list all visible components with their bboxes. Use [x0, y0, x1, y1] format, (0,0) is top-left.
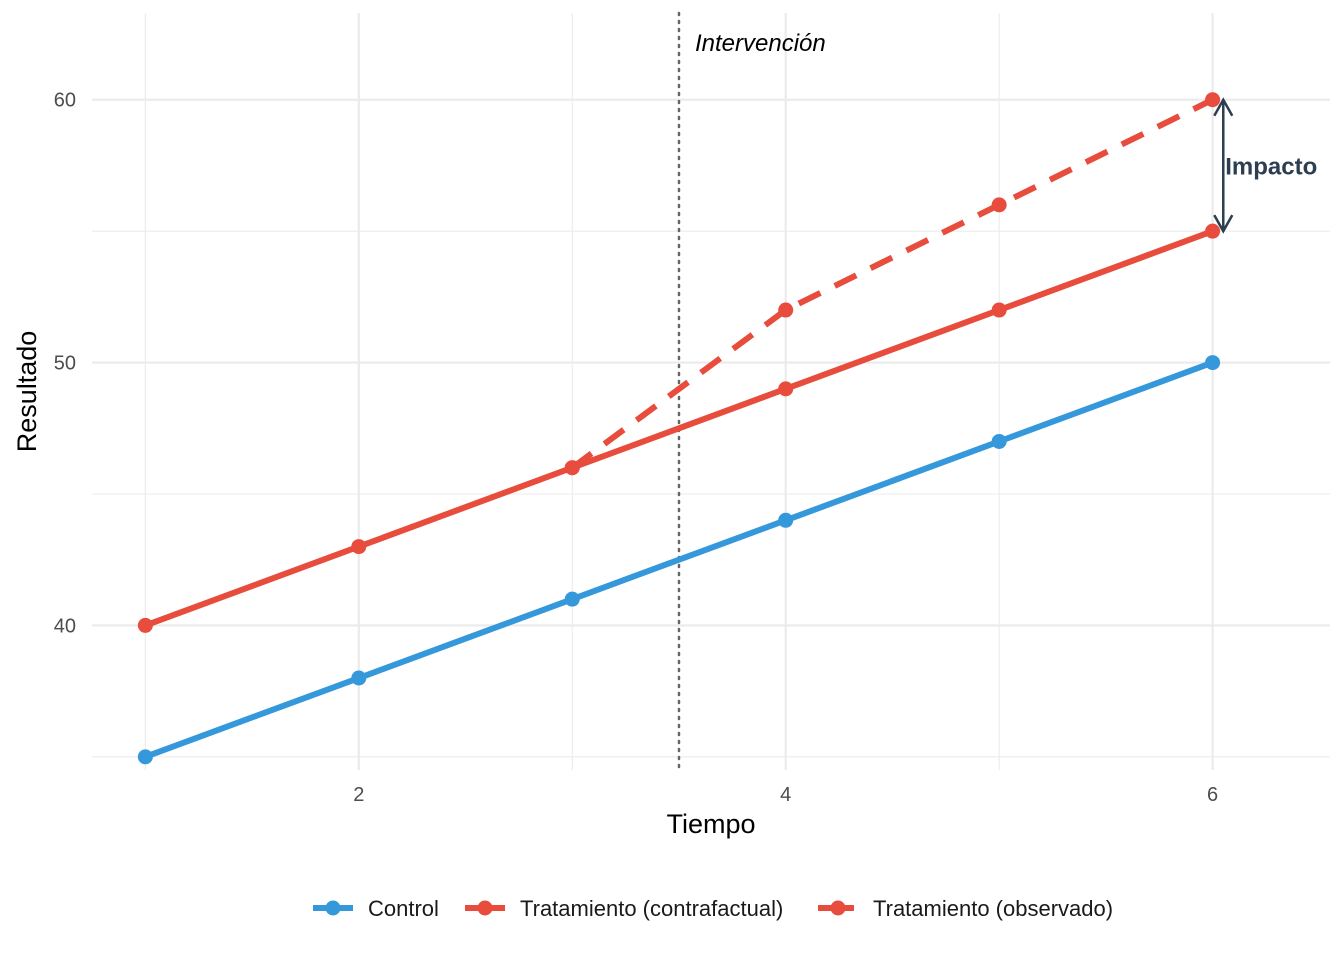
legend-item: Control: [313, 896, 439, 921]
impact-arrowhead-bottom: [1213, 214, 1234, 234]
data-point: [778, 302, 794, 318]
y-tick-label: 60: [54, 90, 76, 112]
legend-key-point: [477, 900, 493, 916]
data-point: [991, 302, 1007, 318]
data-point: [991, 433, 1007, 449]
data-point: [351, 539, 367, 555]
legend-item: Tratamiento (observado): [818, 896, 1113, 921]
x-axis-title: Tiempo: [666, 809, 755, 839]
impact-label: Impacto: [1225, 153, 1317, 180]
impact-arrowhead-top: [1213, 97, 1234, 117]
series-line: [570, 97, 1214, 471]
data-point: [564, 591, 580, 607]
data-point: [1205, 92, 1221, 108]
data-point: [1205, 355, 1221, 371]
y-tick-label: 50: [54, 353, 76, 375]
legend-label: Tratamiento (contrafactual): [520, 896, 783, 921]
legend-key-point: [325, 900, 341, 916]
x-tick-label: 2: [353, 784, 364, 806]
data-point: [991, 197, 1007, 213]
x-tick-label: 4: [780, 784, 791, 806]
data-point: [137, 617, 153, 633]
series: [137, 92, 1221, 765]
y-tick-label: 40: [54, 615, 76, 637]
data-point: [778, 381, 794, 397]
legend-item: Tratamiento (contrafactual): [465, 896, 783, 921]
grid: [92, 13, 1330, 770]
data-point: [564, 460, 580, 476]
series-line: [144, 228, 1214, 629]
data-point: [351, 670, 367, 686]
data-point: [778, 512, 794, 528]
x-tick-label: 6: [1207, 784, 1218, 806]
legend: Control Tratamiento (contrafactual) Tratam…: [313, 896, 1113, 921]
y-axis-title: Resultado: [12, 331, 42, 453]
legend-key-point: [830, 900, 846, 916]
series-line: [144, 359, 1214, 760]
data-point: [137, 749, 153, 765]
data-point: [1205, 223, 1221, 239]
axes: Tiempo Resultado 2 4 6 40 50 60: [12, 90, 1218, 839]
legend-label: Tratamiento (observado): [873, 896, 1113, 921]
legend-label: Control: [368, 896, 439, 921]
intervention-label: Intervención: [695, 30, 826, 57]
